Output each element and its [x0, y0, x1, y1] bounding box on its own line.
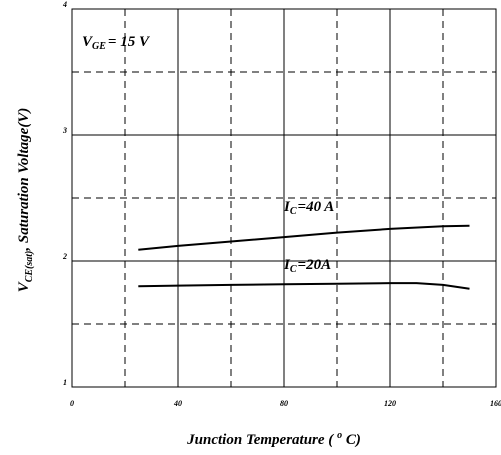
series-line-1 — [138, 282, 470, 290]
y-tick-label: 4 — [62, 0, 67, 9]
x-tick-label: 40 — [173, 399, 182, 408]
y-tick-label: 2 — [62, 252, 67, 261]
series-label-40a: IC=40 A — [283, 199, 334, 217]
series-layer — [138, 224, 470, 290]
series-label-20a: IC=20A — [283, 257, 331, 275]
x-axis-title: Junction Temperature ( o C) — [186, 430, 361, 448]
y-axis-title: VCE(sat), Saturation Voltage(V) — [16, 108, 35, 293]
x-tick-label: 80 — [280, 399, 288, 408]
plot-frame — [71, 8, 497, 388]
tick-labels: 0 40 80 120 160 1 2 3 4 — [62, 0, 501, 408]
x-tick-label: 120 — [384, 399, 396, 408]
series-line-0 — [138, 224, 470, 251]
grid — [71, 8, 497, 388]
condition-label: VGE = 15 V — [82, 34, 151, 52]
x-tick-label: 160 — [490, 399, 501, 408]
y-tick-label: 3 — [62, 126, 67, 135]
y-tick-label: 1 — [63, 378, 67, 387]
x-tick-label: 0 — [70, 399, 74, 408]
